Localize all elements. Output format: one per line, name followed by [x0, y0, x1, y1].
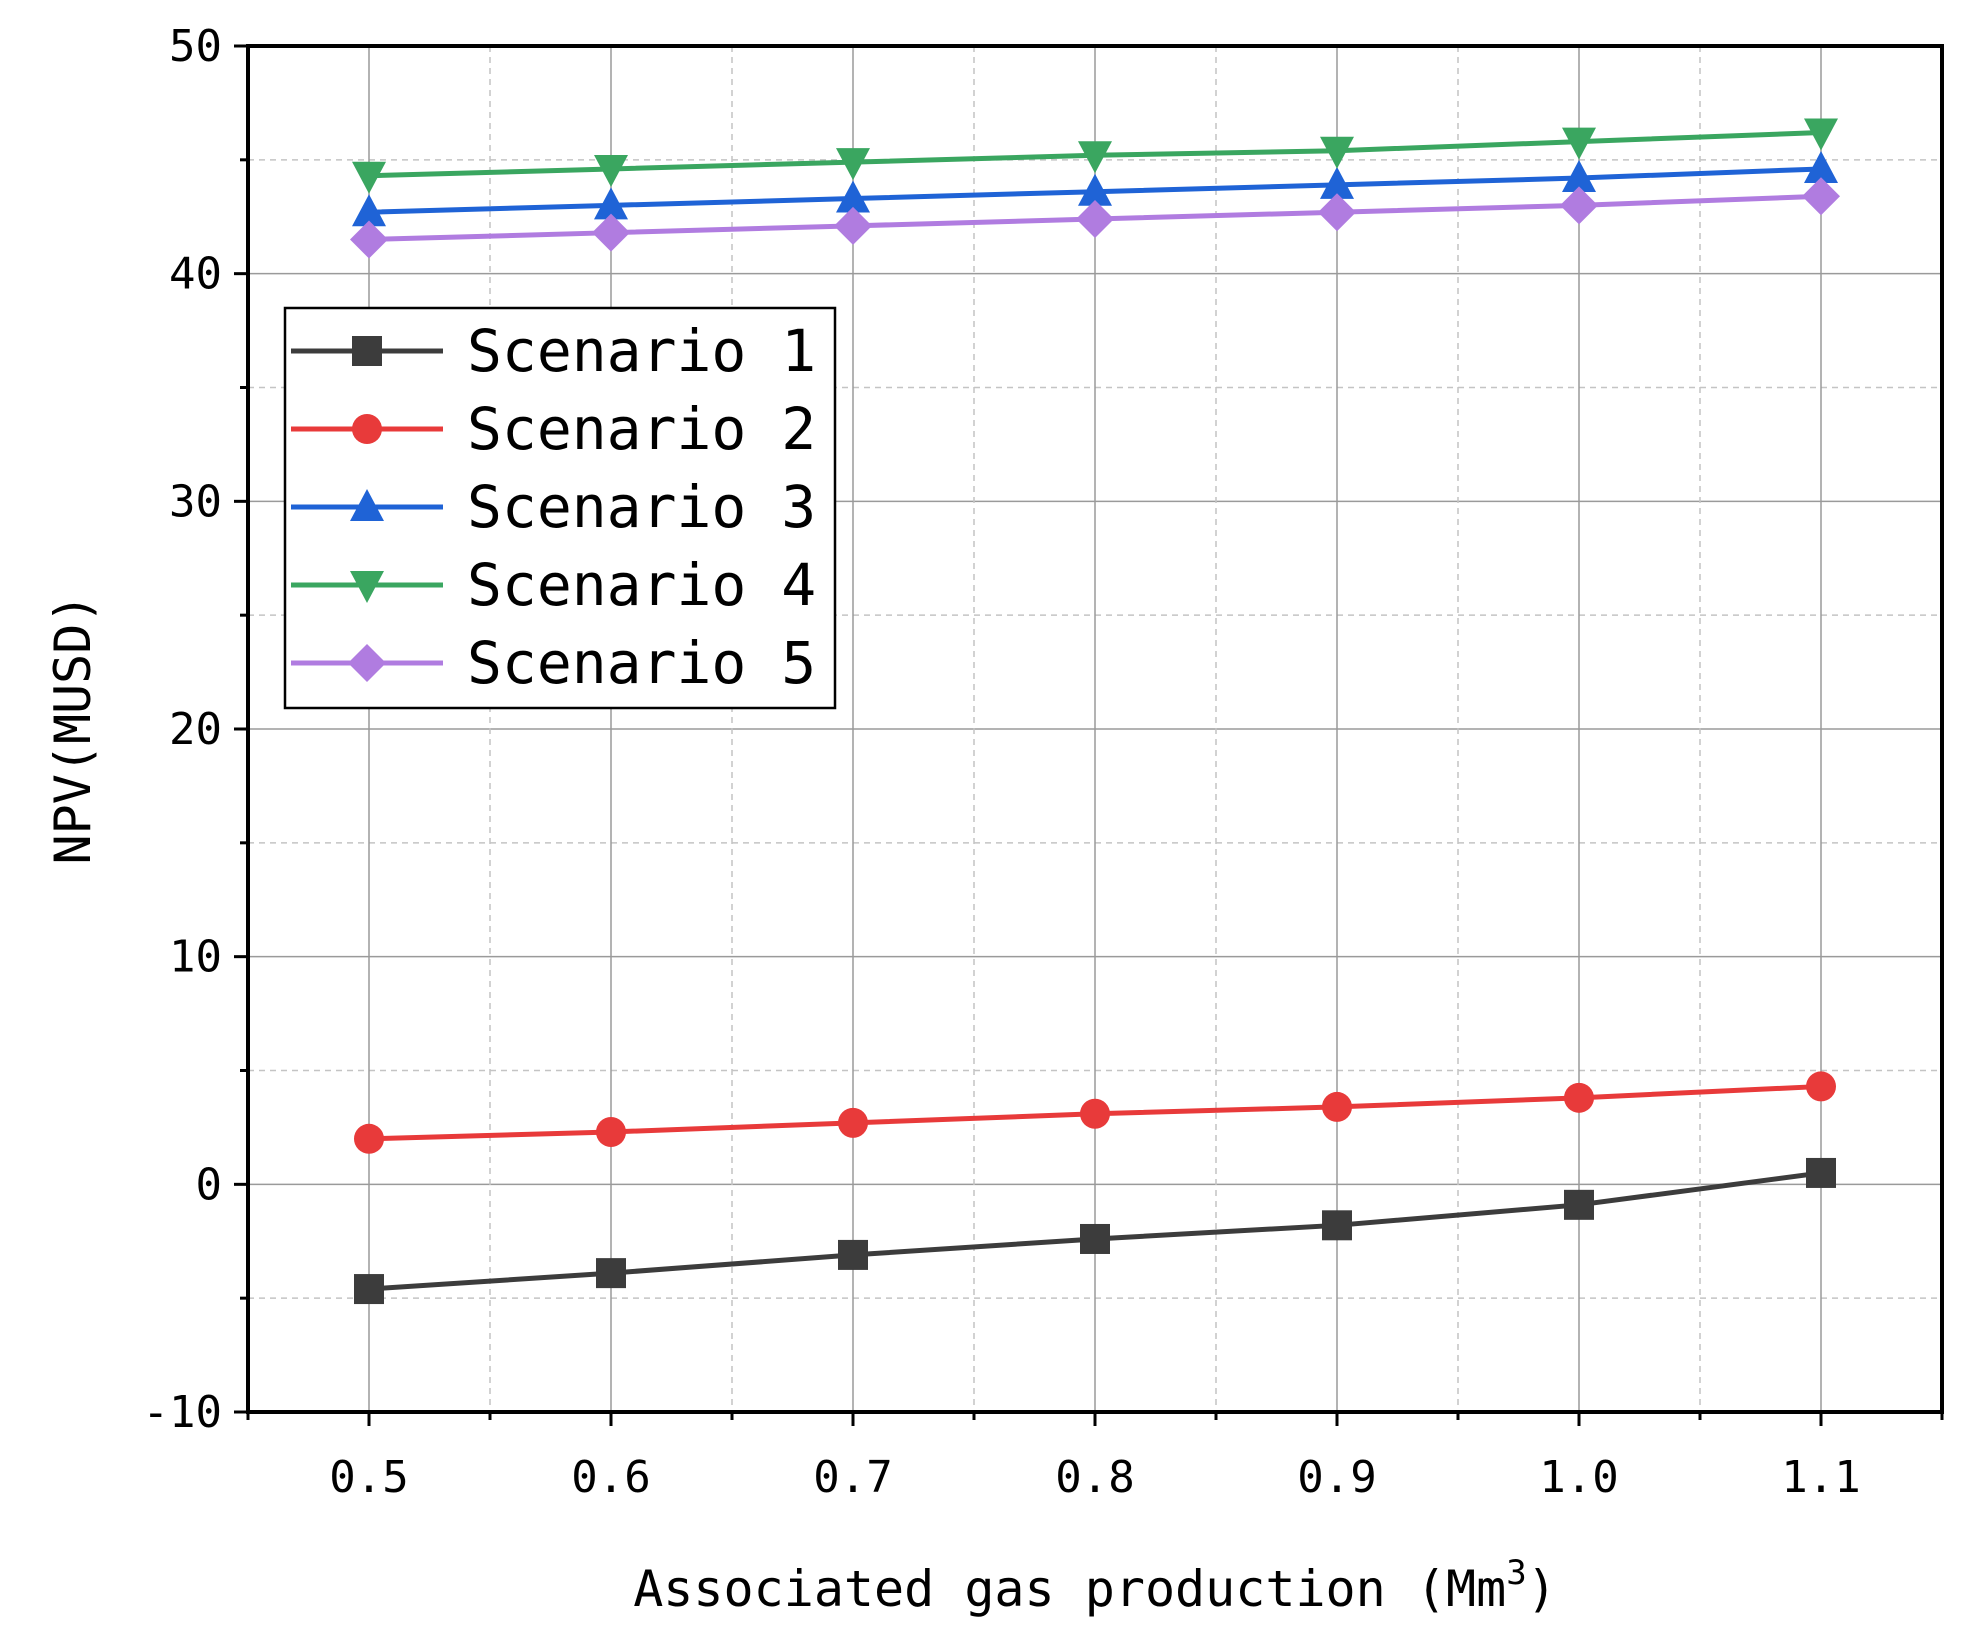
- legend-label: Scenario 2: [467, 395, 816, 463]
- data-point: [1564, 1189, 1594, 1220]
- legend-marker: [352, 336, 382, 366]
- data-point: [594, 154, 628, 187]
- series-4: [352, 118, 1838, 194]
- data-point: [836, 148, 870, 181]
- legend-marker: [350, 571, 384, 603]
- data-point: [1562, 127, 1596, 160]
- x-tick-label: 0.8: [1055, 1452, 1134, 1503]
- legend-marker: [348, 644, 386, 682]
- data-point: [1080, 1223, 1110, 1254]
- data-point: [834, 206, 872, 245]
- data-point: [354, 1123, 384, 1154]
- legend-label: Scenario 5: [467, 629, 816, 697]
- y-axis-label: NPV(MUSD): [44, 594, 102, 865]
- data-point: [352, 194, 386, 227]
- legend-item-4: Scenario 4: [291, 551, 816, 619]
- y-tick-label: 10: [169, 932, 222, 983]
- data-point: [596, 1258, 626, 1289]
- data-point: [1560, 186, 1598, 225]
- legend-item-1: Scenario 1: [291, 317, 816, 385]
- data-point: [1564, 1082, 1594, 1113]
- data-point: [594, 187, 628, 220]
- data-point: [1076, 200, 1114, 239]
- legend-item-5: Scenario 5: [291, 629, 816, 697]
- y-tick-label: 30: [169, 476, 222, 527]
- tick-labels: -10 0 10 20 30 40 50 0.5 0.6 0.7 0.8 0.9 1.0 1.1: [143, 21, 1861, 1503]
- axis-ticks: [234, 44, 1944, 1426]
- data-point: [354, 1274, 384, 1305]
- data-point: [1804, 118, 1838, 151]
- data-point: [836, 180, 870, 213]
- data-point: [1318, 193, 1356, 232]
- x-tick-label: 0.5: [329, 1452, 408, 1503]
- data-point: [352, 161, 386, 194]
- grid: [248, 46, 1942, 1412]
- legend-label: Scenario 1: [467, 317, 816, 385]
- data-point: [1322, 1210, 1352, 1241]
- x-tick-label: 0.9: [1297, 1452, 1376, 1503]
- series-5: [350, 177, 1840, 259]
- x-tick-label: 0.7: [813, 1452, 892, 1503]
- series-2: [354, 1071, 1836, 1154]
- data-point: [1802, 177, 1840, 216]
- x-tick-label: 0.6: [571, 1452, 650, 1503]
- legend-label: Scenario 4: [467, 551, 816, 619]
- data-point: [596, 1116, 626, 1147]
- y-tick-label: 0: [196, 1159, 223, 1210]
- series-3: [352, 150, 1838, 227]
- y-tick-label: -10: [143, 1387, 222, 1438]
- x-tick-label: 1.0: [1539, 1452, 1618, 1503]
- data-point: [592, 213, 630, 252]
- y-tick-label: 50: [169, 21, 222, 72]
- series-1: [354, 1157, 1836, 1305]
- data-point: [1322, 1091, 1352, 1122]
- data-point: [1078, 173, 1112, 206]
- legend-marker: [350, 489, 384, 521]
- x-tick-label: 1.1: [1781, 1452, 1860, 1503]
- y-tick-label: 20: [169, 704, 222, 755]
- legend-item-2: Scenario 2: [291, 395, 816, 463]
- series-layer: [350, 118, 1840, 1305]
- legend-label: Scenario 3: [467, 473, 816, 541]
- data-point: [1806, 1157, 1836, 1188]
- data-point: [1320, 136, 1354, 169]
- data-point: [1806, 1071, 1836, 1102]
- y-tick-label: 40: [169, 249, 222, 300]
- x-axis-label: Associated gas production (Mm3): [633, 1553, 1557, 1618]
- data-point: [350, 220, 388, 259]
- legend-marker: [352, 414, 382, 444]
- legend-item-3: Scenario 3: [291, 473, 816, 541]
- legend: Scenario 1 Scenario 2 Scenario 3 Scenario 4…: [283, 306, 837, 710]
- data-point: [1804, 150, 1838, 183]
- data-point: [838, 1239, 868, 1270]
- data-point: [1562, 160, 1596, 193]
- data-point: [1080, 1098, 1110, 1129]
- data-point: [1320, 166, 1354, 199]
- data-point: [838, 1107, 868, 1138]
- data-point: [1078, 141, 1112, 174]
